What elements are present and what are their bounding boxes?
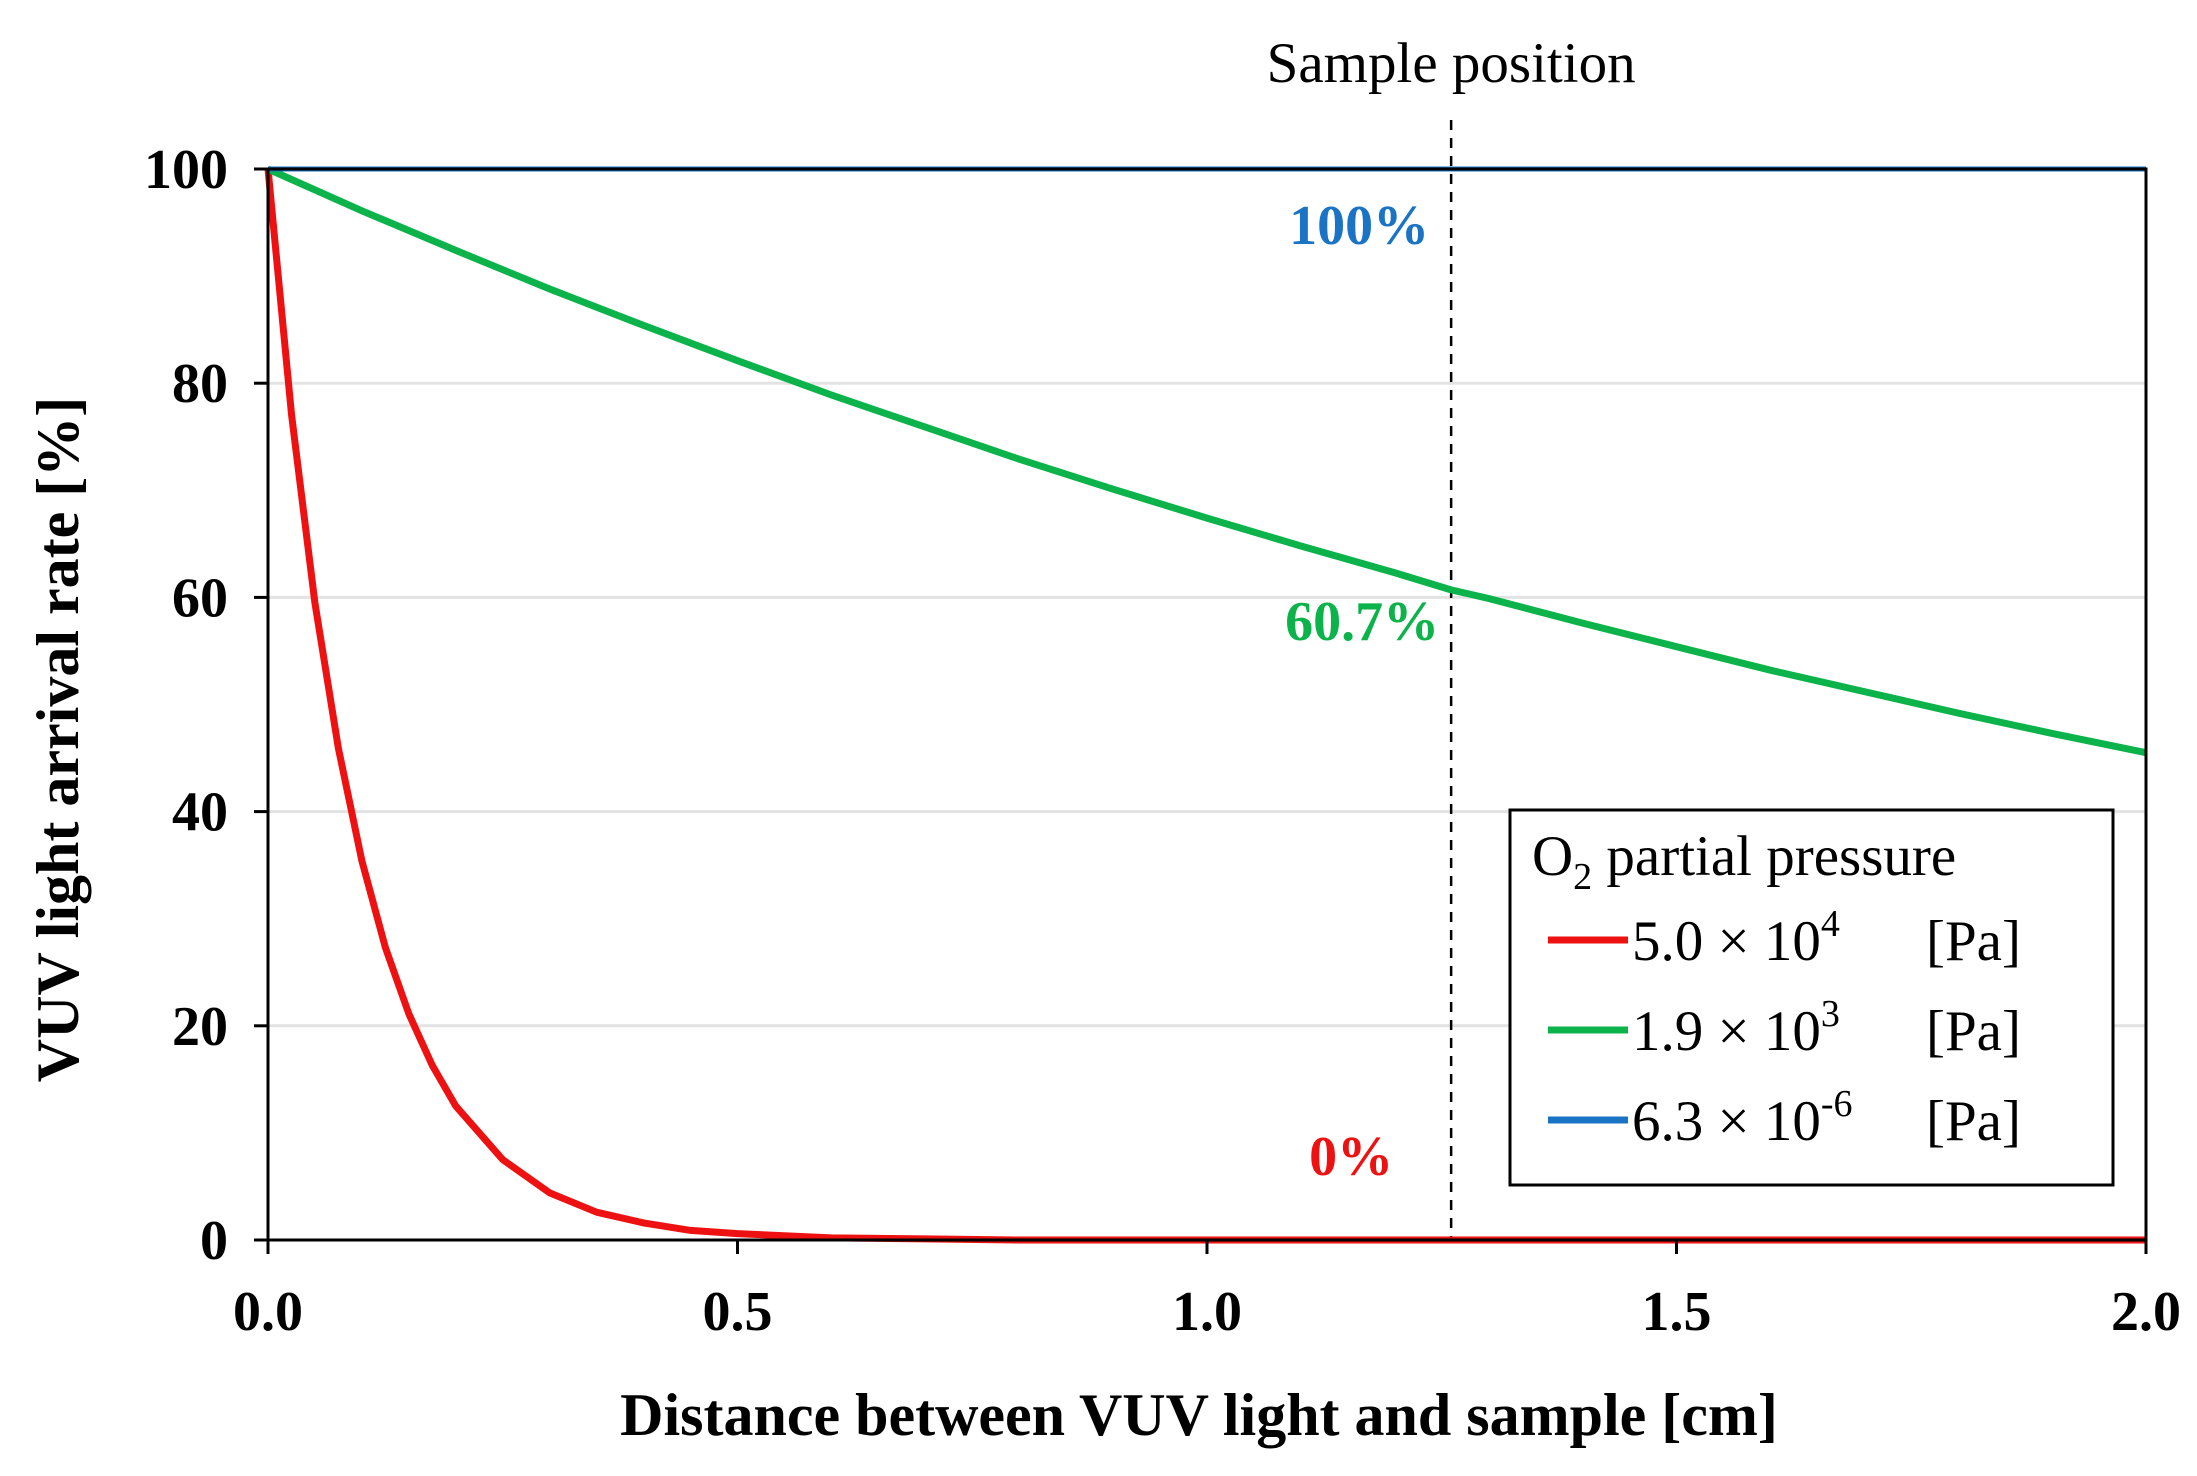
legend-unit-3: [Pa] [1926,1090,2021,1153]
legend-title: O2 partial pressure [1532,825,1956,898]
legend-unit-2: [Pa] [1926,1000,2021,1063]
y-tick-label-100: 100 [144,139,228,201]
x-tick-label-0.5: 0.5 [703,1281,773,1343]
legend-unit-1: [Pa] [1926,910,2021,973]
y-tick-label-60: 60 [172,567,228,629]
y-axis-title: VUV light arrival rate [%] [25,397,91,1082]
legend-exp-1: 4 [1821,903,1840,945]
x-tick-label-1.0: 1.0 [1172,1281,1242,1343]
axis-titles: Distance between VUV light and sample [c… [25,397,1778,1448]
legend-exp-2: 3 [1821,993,1840,1035]
series-line-2 [266,165,2147,757]
x-tick-label-0.0: 0.0 [233,1281,303,1343]
legend-label-3: 6.3 × 10-6 [Pa] [1632,1083,2021,1153]
legend-coef-2: 1.9 × 10 [1632,1000,1821,1063]
annotation-2: 60.7% [1285,591,1439,653]
sample-position-label: Sample position [1267,32,1636,95]
annotation-3: 0% [1309,1126,1393,1188]
legend-title-prefix: O [1532,825,1573,888]
sample-position-marker: Sample position [1267,32,1636,1240]
x-tick-label-1.5: 1.5 [1642,1281,1712,1343]
y-tick-label-20: 20 [172,996,228,1058]
legend-label-1: 5.0 × 104 [Pa] [1632,903,2021,973]
y-tick-label-80: 80 [172,353,228,415]
legend-coef-1: 5.0 × 10 [1632,910,1821,973]
x-tick-label-2.0: 2.0 [2111,1281,2181,1343]
value-annotations: 100% 60.7% 0% [1285,195,1439,1188]
x-axis-title: Distance between VUV light and sample [c… [620,1382,1778,1448]
y-tick-label-0: 0 [200,1210,228,1272]
legend-exp-3: -6 [1821,1083,1853,1125]
tick-labels: 0 20 40 60 80 100 0.0 0.5 1.0 1.5 2.0 [144,139,2181,1343]
legend-coef-3: 6.3 × 10 [1632,1090,1821,1153]
y-tick-label-40: 40 [172,782,228,844]
annotation-1: 100% [1289,195,1429,257]
legend-title-sub: 2 [1573,856,1592,898]
legend-title-suffix: partial pressure [1592,825,1956,888]
legend-label-2: 1.9 × 103 [Pa] [1632,993,2021,1063]
